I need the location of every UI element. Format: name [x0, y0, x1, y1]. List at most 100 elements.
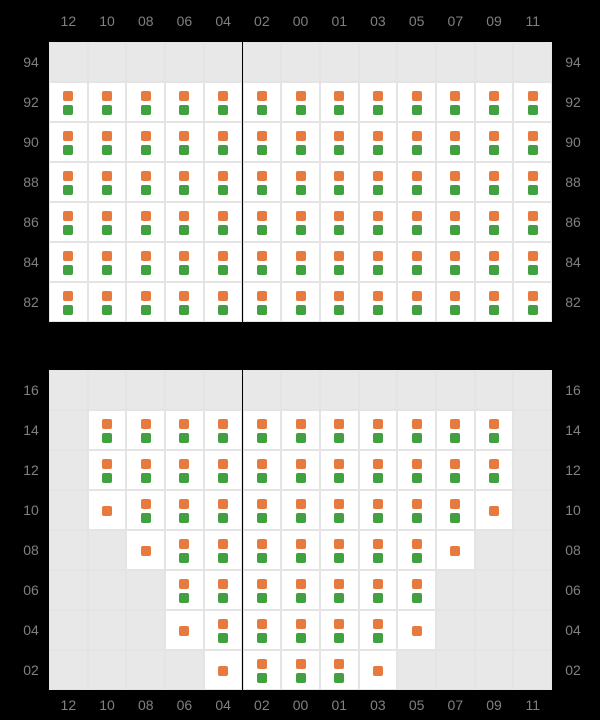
- upper-cell-r2-c0[interactable]: [49, 122, 88, 162]
- upper-cell-r5-c2[interactable]: [126, 242, 165, 282]
- lower-cell-r6-c5[interactable]: [243, 610, 282, 650]
- upper-cell-r6-c0[interactable]: [49, 282, 88, 322]
- lower-cell-r1-c7[interactable]: [320, 410, 359, 450]
- lower-cell-r4-c6[interactable]: [281, 530, 320, 570]
- lower-cell-r6-c7[interactable]: [320, 610, 359, 650]
- lower-cell-r2-c11[interactable]: [475, 450, 514, 490]
- upper-cell-r3-c10[interactable]: [436, 162, 475, 202]
- upper-cell-r3-c12[interactable]: [513, 162, 552, 202]
- upper-cell-r6-c6[interactable]: [281, 282, 320, 322]
- lower-cell-r4-c7[interactable]: [320, 530, 359, 570]
- lower-cell-r6-c9[interactable]: [397, 610, 436, 650]
- lower-cell-r5-c9[interactable]: [397, 570, 436, 610]
- upper-cell-r2-c8[interactable]: [359, 122, 398, 162]
- lower-cell-r3-c7[interactable]: [320, 490, 359, 530]
- lower-cell-r7-c7[interactable]: [320, 650, 359, 690]
- lower-cell-r3-c8[interactable]: [359, 490, 398, 530]
- upper-cell-r4-c11[interactable]: [475, 202, 514, 242]
- upper-cell-r5-c11[interactable]: [475, 242, 514, 282]
- upper-cell-r6-c3[interactable]: [165, 282, 204, 322]
- lower-cell-r7-c4[interactable]: [204, 650, 243, 690]
- lower-cell-r5-c7[interactable]: [320, 570, 359, 610]
- upper-cell-r4-c1[interactable]: [88, 202, 127, 242]
- lower-cell-r3-c10[interactable]: [436, 490, 475, 530]
- lower-cell-r5-c4[interactable]: [204, 570, 243, 610]
- lower-cell-r2-c2[interactable]: [126, 450, 165, 490]
- lower-cell-r1-c10[interactable]: [436, 410, 475, 450]
- upper-cell-r5-c0[interactable]: [49, 242, 88, 282]
- upper-cell-r6-c11[interactable]: [475, 282, 514, 322]
- upper-cell-r1-c8[interactable]: [359, 82, 398, 122]
- upper-cell-r3-c3[interactable]: [165, 162, 204, 202]
- upper-cell-r1-c11[interactable]: [475, 82, 514, 122]
- upper-cell-r5-c9[interactable]: [397, 242, 436, 282]
- lower-cell-r2-c8[interactable]: [359, 450, 398, 490]
- lower-cell-r1-c6[interactable]: [281, 410, 320, 450]
- upper-cell-r3-c1[interactable]: [88, 162, 127, 202]
- lower-cell-r4-c3[interactable]: [165, 530, 204, 570]
- lower-cell-r6-c3[interactable]: [165, 610, 204, 650]
- lower-cell-r4-c4[interactable]: [204, 530, 243, 570]
- upper-cell-r3-c8[interactable]: [359, 162, 398, 202]
- upper-cell-r1-c10[interactable]: [436, 82, 475, 122]
- lower-cell-r3-c2[interactable]: [126, 490, 165, 530]
- lower-cell-r5-c5[interactable]: [243, 570, 282, 610]
- upper-cell-r5-c12[interactable]: [513, 242, 552, 282]
- upper-cell-r2-c4[interactable]: [204, 122, 243, 162]
- lower-cell-r2-c7[interactable]: [320, 450, 359, 490]
- upper-cell-r3-c4[interactable]: [204, 162, 243, 202]
- upper-cell-r4-c4[interactable]: [204, 202, 243, 242]
- upper-cell-r1-c2[interactable]: [126, 82, 165, 122]
- lower-cell-r3-c3[interactable]: [165, 490, 204, 530]
- upper-cell-r1-c9[interactable]: [397, 82, 436, 122]
- upper-cell-r4-c12[interactable]: [513, 202, 552, 242]
- lower-cell-r4-c2[interactable]: [126, 530, 165, 570]
- upper-cell-r3-c6[interactable]: [281, 162, 320, 202]
- lower-cell-r4-c9[interactable]: [397, 530, 436, 570]
- upper-cell-r2-c2[interactable]: [126, 122, 165, 162]
- upper-cell-r4-c8[interactable]: [359, 202, 398, 242]
- lower-cell-r3-c11[interactable]: [475, 490, 514, 530]
- upper-cell-r3-c2[interactable]: [126, 162, 165, 202]
- lower-cell-r2-c6[interactable]: [281, 450, 320, 490]
- lower-cell-r1-c5[interactable]: [243, 410, 282, 450]
- upper-cell-r2-c6[interactable]: [281, 122, 320, 162]
- upper-cell-r3-c5[interactable]: [243, 162, 282, 202]
- lower-cell-r6-c8[interactable]: [359, 610, 398, 650]
- lower-cell-r1-c2[interactable]: [126, 410, 165, 450]
- upper-cell-r2-c12[interactable]: [513, 122, 552, 162]
- upper-cell-r1-c12[interactable]: [513, 82, 552, 122]
- lower-cell-r4-c5[interactable]: [243, 530, 282, 570]
- lower-cell-r3-c5[interactable]: [243, 490, 282, 530]
- lower-cell-r5-c6[interactable]: [281, 570, 320, 610]
- upper-cell-r1-c4[interactable]: [204, 82, 243, 122]
- lower-cell-r5-c3[interactable]: [165, 570, 204, 610]
- lower-cell-r7-c5[interactable]: [243, 650, 282, 690]
- upper-cell-r4-c3[interactable]: [165, 202, 204, 242]
- lower-cell-r7-c6[interactable]: [281, 650, 320, 690]
- upper-cell-r6-c7[interactable]: [320, 282, 359, 322]
- upper-cell-r4-c5[interactable]: [243, 202, 282, 242]
- lower-cell-r1-c11[interactable]: [475, 410, 514, 450]
- lower-cell-r1-c1[interactable]: [88, 410, 127, 450]
- lower-cell-r1-c8[interactable]: [359, 410, 398, 450]
- upper-cell-r1-c0[interactable]: [49, 82, 88, 122]
- lower-cell-r7-c8[interactable]: [359, 650, 398, 690]
- lower-cell-r3-c9[interactable]: [397, 490, 436, 530]
- upper-cell-r1-c3[interactable]: [165, 82, 204, 122]
- upper-cell-r5-c5[interactable]: [243, 242, 282, 282]
- upper-cell-r6-c10[interactable]: [436, 282, 475, 322]
- upper-cell-r2-c11[interactable]: [475, 122, 514, 162]
- lower-cell-r3-c1[interactable]: [88, 490, 127, 530]
- lower-cell-r2-c1[interactable]: [88, 450, 127, 490]
- lower-cell-r4-c8[interactable]: [359, 530, 398, 570]
- lower-cell-r6-c4[interactable]: [204, 610, 243, 650]
- lower-cell-r1-c4[interactable]: [204, 410, 243, 450]
- upper-cell-r3-c9[interactable]: [397, 162, 436, 202]
- upper-cell-r2-c3[interactable]: [165, 122, 204, 162]
- upper-cell-r6-c1[interactable]: [88, 282, 127, 322]
- lower-cell-r2-c9[interactable]: [397, 450, 436, 490]
- upper-cell-r5-c6[interactable]: [281, 242, 320, 282]
- upper-cell-r5-c4[interactable]: [204, 242, 243, 282]
- upper-cell-r5-c8[interactable]: [359, 242, 398, 282]
